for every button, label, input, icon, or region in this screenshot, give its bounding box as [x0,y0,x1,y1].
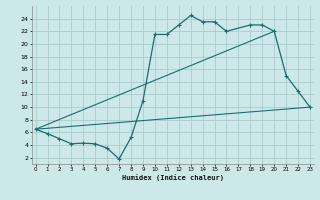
X-axis label: Humidex (Indice chaleur): Humidex (Indice chaleur) [122,174,224,181]
